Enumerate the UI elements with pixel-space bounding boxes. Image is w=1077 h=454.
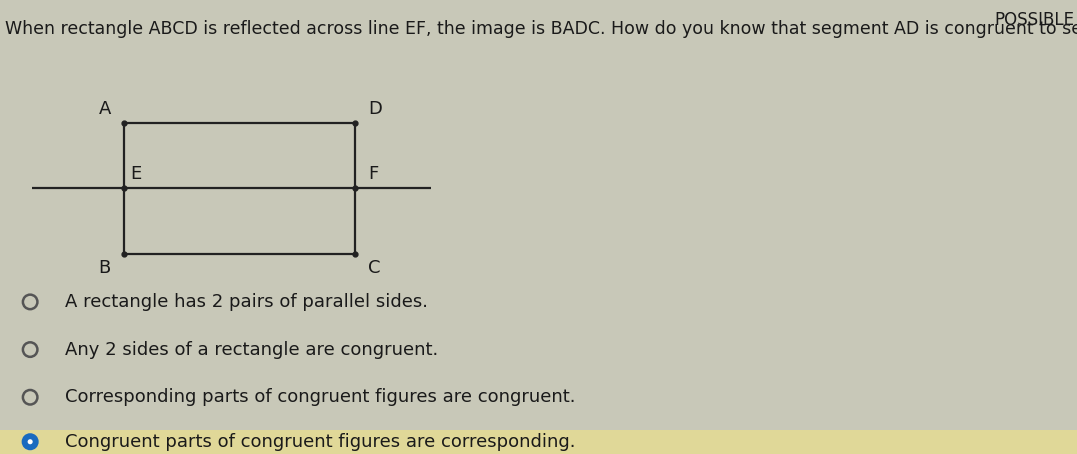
Text: D: D	[368, 100, 382, 118]
Ellipse shape	[28, 439, 32, 444]
Text: A: A	[99, 100, 111, 118]
Text: POSSIBLE: POSSIBLE	[995, 11, 1075, 30]
Text: F: F	[368, 165, 379, 183]
Text: Congruent parts of congruent figures are corresponding.: Congruent parts of congruent figures are…	[65, 433, 575, 451]
FancyBboxPatch shape	[0, 430, 1077, 454]
Text: Any 2 sides of a rectangle are congruent.: Any 2 sides of a rectangle are congruent…	[65, 340, 438, 359]
Text: A rectangle has 2 pairs of parallel sides.: A rectangle has 2 pairs of parallel side…	[65, 293, 428, 311]
Ellipse shape	[23, 434, 38, 449]
Text: When rectangle ABCD is reflected across line EF, the image is BADC. How do you k: When rectangle ABCD is reflected across …	[5, 20, 1077, 39]
Text: E: E	[130, 165, 141, 183]
Text: C: C	[368, 259, 381, 276]
Text: Corresponding parts of congruent figures are congruent.: Corresponding parts of congruent figures…	[65, 388, 575, 406]
Text: B: B	[99, 259, 111, 276]
